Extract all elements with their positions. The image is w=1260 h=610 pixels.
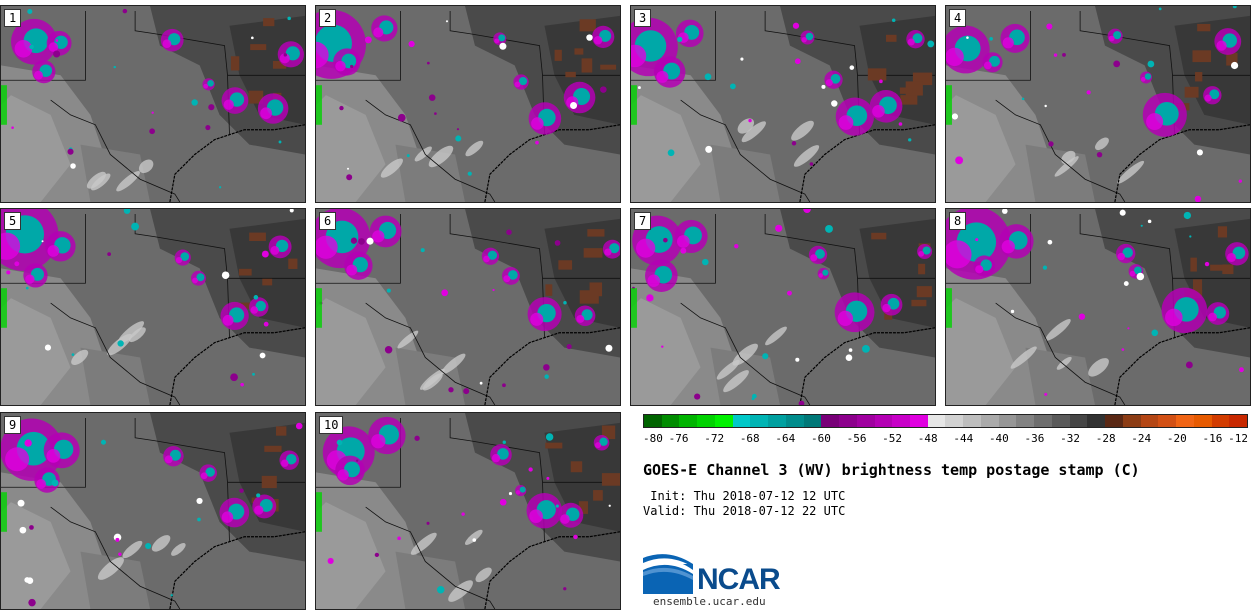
colorbar-segment	[1229, 415, 1247, 427]
colorbar-segment	[661, 415, 680, 427]
colorbar	[643, 414, 1248, 428]
colorbar-segment	[998, 415, 1017, 427]
colorbar-segment	[1034, 415, 1052, 427]
satellite-map	[316, 6, 620, 202]
colorbar-segment	[768, 415, 786, 427]
valid-time: Valid: Thu 2018-07-12 22 UTC	[643, 504, 846, 518]
panel-label: 10	[319, 416, 344, 434]
colorbar-tick: -72	[704, 432, 725, 445]
colorbar-segment	[1140, 415, 1159, 427]
colorbar-segment	[1211, 415, 1230, 427]
colorbar-segment	[892, 415, 911, 427]
colorbar-segment	[644, 415, 662, 427]
colorbar-segment	[927, 415, 946, 427]
panel-label: 7	[634, 212, 652, 230]
colorbar-segment	[963, 415, 981, 427]
colorbar-segment	[839, 415, 857, 427]
colorbar-segment	[1122, 415, 1141, 427]
panel-8: 8	[945, 208, 1251, 406]
colorbar-segment	[1176, 415, 1194, 427]
satellite-map	[946, 209, 1250, 405]
colorbar-segment	[980, 415, 999, 427]
satellite-map	[316, 209, 620, 405]
colorbar-segment	[856, 415, 875, 427]
colorbar-tick: -60	[811, 432, 831, 445]
panel-label: 5	[4, 212, 22, 230]
colorbar-segment	[679, 415, 698, 427]
colorbar-tick: -48	[917, 432, 938, 445]
colorbar-tick: -12	[1228, 432, 1248, 445]
colorbar-tick: -44	[953, 432, 974, 445]
panel-2: 2	[315, 5, 621, 203]
panel-5: 5	[0, 208, 306, 406]
colorbar-segment	[1016, 415, 1035, 427]
colorbar-tick: -76	[668, 432, 689, 445]
colorbar-segment	[874, 415, 893, 427]
colorbar-tick: -24	[1131, 432, 1152, 445]
satellite-map	[631, 209, 935, 405]
colorbar-segment	[910, 415, 928, 427]
panel-label: 1	[4, 9, 22, 27]
colorbar-segment	[785, 415, 804, 427]
panel-label: 6	[319, 212, 337, 230]
colorbar-segment	[714, 415, 733, 427]
colorbar-tick: -80	[643, 432, 663, 445]
colorbar-segment	[1158, 415, 1177, 427]
panel-1: 1	[0, 5, 306, 203]
panel-3: 3	[630, 5, 936, 203]
colorbar-segment	[945, 415, 964, 427]
panel-4: 4	[945, 5, 1251, 203]
colorbar-tick: -56	[846, 432, 867, 445]
colorbar-tick: -32	[1060, 432, 1080, 445]
panel-label: 3	[634, 9, 652, 27]
logo-text: NCAR	[697, 563, 781, 596]
colorbar-tick: -52	[882, 432, 903, 445]
ncar-logo-icon	[643, 554, 693, 594]
figure-title: GOES-E Channel 3 (WV) brightness temp po…	[643, 461, 1140, 479]
colorbar-segment	[697, 415, 715, 427]
colorbar-ticks: -80 -76 -72 -68 -64 -60 -56 -52 -48 -44 -40 -36 -32 -…	[643, 432, 1248, 448]
satellite-map	[1, 209, 305, 405]
panel-10: 10	[315, 412, 621, 610]
panel-6: 6	[315, 208, 621, 406]
colorbar-tick: -64	[775, 432, 796, 445]
colorbar-segment	[732, 415, 751, 427]
satellite-map	[631, 6, 935, 202]
colorbar-segment	[821, 415, 840, 427]
satellite-map	[316, 413, 620, 609]
colorbar-tick: -20	[1166, 432, 1187, 445]
colorbar-segment	[750, 415, 769, 427]
colorbar-tick: -36	[1024, 432, 1045, 445]
colorbar-segment	[803, 415, 822, 427]
panel-9: 9	[0, 412, 306, 610]
colorbar-tick: -40	[988, 432, 1009, 445]
colorbar-tick: -28	[1095, 432, 1116, 445]
satellite-map	[1, 6, 305, 202]
site-url: ensemble.ucar.edu	[653, 595, 766, 608]
colorbar-tick: -68	[739, 432, 760, 445]
colorbar-segment	[1087, 415, 1106, 427]
satellite-map	[1, 413, 305, 609]
init-time: Init: Thu 2018-07-12 12 UTC	[643, 489, 846, 503]
panel-label: 9	[4, 416, 22, 434]
colorbar-tick: -16	[1202, 432, 1223, 445]
colorbar-segment	[1105, 415, 1123, 427]
colorbar-segment	[1051, 415, 1070, 427]
panel-label: 4	[949, 9, 967, 27]
satellite-map	[946, 6, 1250, 202]
panel-7: 7	[630, 208, 936, 406]
colorbar-segment	[1193, 415, 1212, 427]
colorbar-segment	[1069, 415, 1088, 427]
panel-label: 8	[949, 212, 967, 230]
panel-label: 2	[319, 9, 337, 27]
